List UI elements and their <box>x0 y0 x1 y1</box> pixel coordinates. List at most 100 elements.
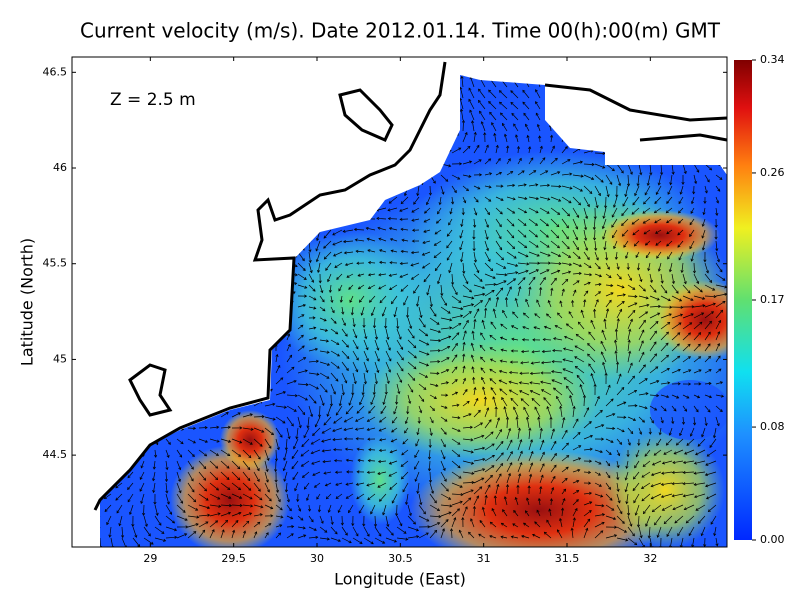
flow-arrow <box>549 89 551 98</box>
flow-arrow-head <box>248 323 250 325</box>
flow-arrow-head <box>452 77 455 79</box>
flow-arrow-head <box>248 161 250 163</box>
flow-arrow <box>397 115 406 120</box>
flow-arrow <box>243 98 254 99</box>
flow-arrow-head <box>386 184 389 186</box>
flow-arrow <box>617 87 622 91</box>
flow-arrow <box>408 74 415 76</box>
flow-arrow-head <box>549 78 552 80</box>
flow-arrow <box>133 219 137 228</box>
flow-arrow <box>226 359 232 362</box>
flow-arrow <box>200 302 210 307</box>
flow-arrow <box>287 193 296 197</box>
flow-arrow-head <box>515 54 518 56</box>
flow-arrow-head <box>600 67 602 69</box>
flow-arrow-head <box>175 78 178 80</box>
flow-arrow <box>408 83 415 87</box>
flow-arrow <box>178 116 188 120</box>
flow-arrow <box>234 142 243 145</box>
flow-arrow <box>199 120 210 123</box>
flow-arrow <box>144 65 149 69</box>
flow-arrow <box>211 328 221 329</box>
flow-arrow <box>386 153 396 158</box>
flow-arrow-head <box>180 256 182 258</box>
flow-arrow-head <box>94 453 96 455</box>
flow-arrow-head <box>148 134 150 136</box>
flow-arrow-head <box>688 148 690 150</box>
flow-arrow <box>177 256 182 263</box>
flow-arrow <box>175 375 177 384</box>
flow-arrow-head <box>654 149 656 151</box>
flow-arrow-head <box>136 215 138 217</box>
flow-arrow-head <box>102 424 104 426</box>
flow-arrow <box>452 67 455 76</box>
flow-arrow <box>111 321 116 329</box>
flow-arrow <box>430 111 436 120</box>
flow-arrow <box>98 186 100 197</box>
flow-arrow-head <box>573 103 575 105</box>
flow-arrow-head <box>317 185 319 188</box>
flow-arrow-head <box>676 149 678 151</box>
flow-arrow <box>309 230 311 241</box>
flow-arrow-head <box>189 149 191 151</box>
flow-arrow <box>133 65 136 72</box>
flow-arrow-head <box>626 70 629 72</box>
flow-arrow-head <box>512 78 514 80</box>
flow-arrow-head <box>563 135 565 137</box>
flow-arrow <box>223 131 232 136</box>
flow-arrow-head <box>104 146 106 148</box>
flow-arrow <box>144 389 152 395</box>
flow-arrow <box>562 58 569 65</box>
flow-arrow-head <box>140 406 142 409</box>
flow-arrow-head <box>295 206 297 209</box>
flow-arrow-head <box>244 387 246 389</box>
flow-arrow <box>221 212 223 219</box>
flow-arrow-head <box>322 146 324 148</box>
flow-arrow-head <box>169 267 171 269</box>
flow-arrow <box>627 65 628 72</box>
flow-arrow <box>94 472 100 474</box>
flow-arrow <box>309 67 313 76</box>
flow-arrow-head <box>658 81 660 83</box>
flow-arrow-head <box>151 159 153 161</box>
flow-arrow <box>606 130 615 131</box>
flow-arrow-head <box>421 182 423 184</box>
flow-arrow-head <box>494 54 497 56</box>
flow-arrow <box>171 365 177 373</box>
flow-arrow <box>188 141 199 142</box>
flow-arrow-head <box>95 204 97 206</box>
flow-arrow <box>254 200 258 208</box>
flow-arrow <box>208 264 210 274</box>
flow-arrow-head <box>301 168 303 170</box>
flow-arrow <box>211 302 221 307</box>
flow-arrow-head <box>233 211 235 213</box>
flow-arrow <box>162 298 166 307</box>
flow-arrow-head <box>168 387 170 389</box>
flow-arrow-head <box>424 72 426 74</box>
flow-arrow <box>118 450 122 456</box>
flow-arrow <box>364 140 374 142</box>
flow-arrow-head <box>171 365 173 367</box>
flow-arrow <box>617 131 626 133</box>
flow-arrow <box>232 232 236 241</box>
flow-arrow <box>408 164 415 172</box>
flow-arrow-head <box>170 259 172 261</box>
flow-arrow <box>155 65 161 66</box>
flow-arrow <box>279 117 287 120</box>
flow-arrow <box>705 153 714 157</box>
flow-arrow-head <box>334 224 336 226</box>
flow-arrow-head <box>261 322 263 324</box>
flow-arrow <box>694 98 701 106</box>
flow-arrow <box>419 64 426 65</box>
flow-arrow <box>224 162 232 164</box>
flow-arrow-head <box>238 358 240 360</box>
flow-arrow <box>232 388 233 395</box>
flow-arrow-head <box>148 233 150 235</box>
flow-arrow-head <box>114 321 116 324</box>
flow-arrow <box>336 208 342 217</box>
flow-arrow <box>672 120 679 128</box>
flow-arrow <box>122 301 128 307</box>
flow-arrow-head <box>187 388 190 390</box>
flow-arrow <box>118 461 122 465</box>
flow-arrow-head <box>130 154 132 157</box>
